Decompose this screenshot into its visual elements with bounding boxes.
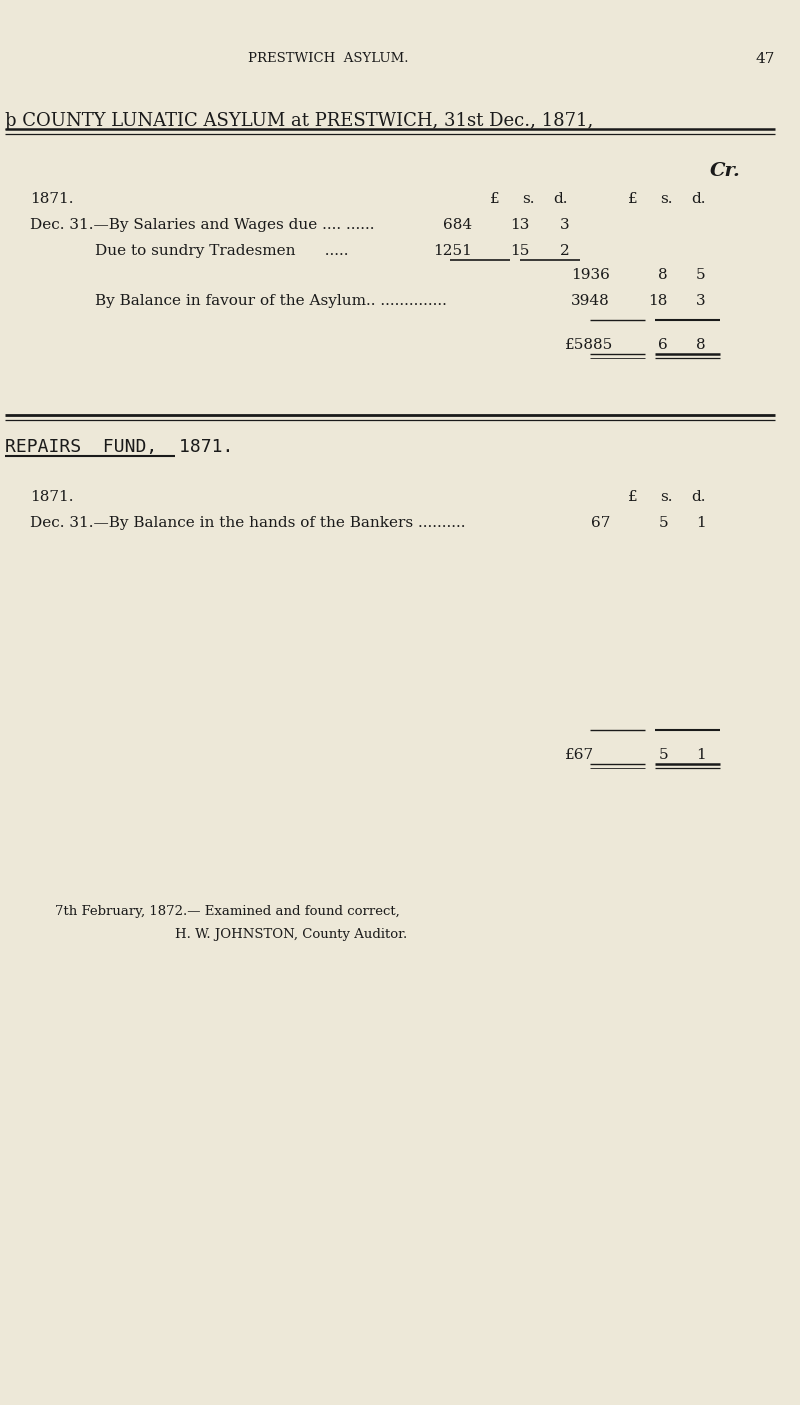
Text: d.: d. (691, 490, 706, 504)
Text: By Balance in favour of the Asylum.. ..............: By Balance in favour of the Asylum.. ...… (95, 294, 447, 308)
Text: 1871.: 1871. (30, 490, 74, 504)
Text: £67: £67 (565, 747, 594, 762)
Text: 1936: 1936 (571, 268, 610, 282)
Text: s.: s. (660, 490, 673, 504)
Text: Cr.: Cr. (710, 162, 741, 180)
Text: 8: 8 (696, 339, 706, 353)
Text: Dec. 31.—By Salaries and Wages due .... ......: Dec. 31.—By Salaries and Wages due .... … (30, 218, 374, 232)
Text: 1251: 1251 (433, 244, 472, 259)
Text: 7th February, 1872.— Examined and found correct,: 7th February, 1872.— Examined and found … (55, 905, 400, 917)
Text: 1: 1 (696, 516, 706, 530)
Text: 3: 3 (560, 218, 570, 232)
Text: REPAIRS  FUND,  1871.: REPAIRS FUND, 1871. (5, 438, 234, 457)
Text: þ COUNTY LUNATIC ASYLUM at PRESTWICH, 31st Dec., 1871,: þ COUNTY LUNATIC ASYLUM at PRESTWICH, 31… (5, 112, 594, 131)
Text: s.: s. (522, 192, 534, 207)
Text: 5: 5 (658, 747, 668, 762)
Text: Due to sundry Tradesmen      .....: Due to sundry Tradesmen ..... (95, 244, 349, 259)
Text: 8: 8 (658, 268, 668, 282)
Text: H. W. JOHNSTON, County Auditor.: H. W. JOHNSTON, County Auditor. (175, 927, 407, 941)
Text: £: £ (628, 192, 638, 207)
Text: £: £ (628, 490, 638, 504)
Text: £: £ (490, 192, 500, 207)
Text: 6: 6 (658, 339, 668, 353)
Text: 1871.: 1871. (30, 192, 74, 207)
Text: d.: d. (691, 192, 706, 207)
Text: Dec. 31.—By Balance in the hands of the Bankers ..........: Dec. 31.—By Balance in the hands of the … (30, 516, 466, 530)
Text: PRESTWICH  ASYLUM.: PRESTWICH ASYLUM. (248, 52, 409, 65)
Text: 47: 47 (755, 52, 774, 66)
Text: 3948: 3948 (571, 294, 610, 308)
Text: 5: 5 (658, 516, 668, 530)
Text: d.: d. (553, 192, 567, 207)
Text: 1: 1 (696, 747, 706, 762)
Text: 3: 3 (696, 294, 706, 308)
Text: 684: 684 (443, 218, 472, 232)
Text: s.: s. (660, 192, 673, 207)
Text: 13: 13 (510, 218, 530, 232)
Text: 18: 18 (649, 294, 668, 308)
Text: 67: 67 (590, 516, 610, 530)
Text: £5885: £5885 (565, 339, 614, 353)
Text: 15: 15 (510, 244, 530, 259)
Text: 2: 2 (560, 244, 570, 259)
Text: 5: 5 (696, 268, 706, 282)
